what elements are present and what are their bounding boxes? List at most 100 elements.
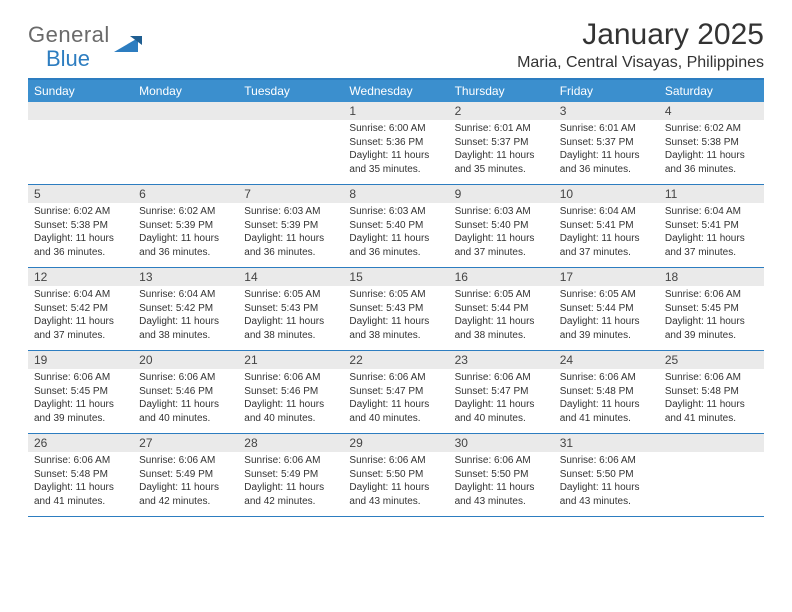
day-number bbox=[238, 102, 343, 120]
day-details: Sunrise: 6:06 AMSunset: 5:49 PMDaylight:… bbox=[238, 452, 343, 512]
day-detail-line: Daylight: 11 hours and 39 minutes. bbox=[560, 315, 653, 342]
day-number: 30 bbox=[449, 434, 554, 452]
day-detail-line: Sunset: 5:41 PM bbox=[560, 219, 653, 233]
calendar-day bbox=[133, 102, 238, 184]
page-title: January 2025 bbox=[517, 18, 764, 52]
calendar-day: 24Sunrise: 6:06 AMSunset: 5:48 PMDayligh… bbox=[554, 351, 659, 433]
day-number: 15 bbox=[343, 268, 448, 286]
calendar-day: 14Sunrise: 6:05 AMSunset: 5:43 PMDayligh… bbox=[238, 268, 343, 350]
day-details: Sunrise: 6:02 AMSunset: 5:38 PMDaylight:… bbox=[659, 120, 764, 180]
day-details: Sunrise: 6:01 AMSunset: 5:37 PMDaylight:… bbox=[449, 120, 554, 180]
day-number: 11 bbox=[659, 185, 764, 203]
day-number: 19 bbox=[28, 351, 133, 369]
calendar-weeks: 1Sunrise: 6:00 AMSunset: 5:36 PMDaylight… bbox=[28, 102, 764, 517]
weekday-header: Tuesday bbox=[238, 80, 343, 102]
day-details: Sunrise: 6:06 AMSunset: 5:46 PMDaylight:… bbox=[133, 369, 238, 429]
day-detail-line: Sunset: 5:48 PM bbox=[665, 385, 758, 399]
day-number: 20 bbox=[133, 351, 238, 369]
day-number: 8 bbox=[343, 185, 448, 203]
day-details: Sunrise: 6:04 AMSunset: 5:41 PMDaylight:… bbox=[554, 203, 659, 263]
day-detail-line: Sunset: 5:40 PM bbox=[349, 219, 442, 233]
day-detail-line: Daylight: 11 hours and 40 minutes. bbox=[349, 398, 442, 425]
day-detail-line: Daylight: 11 hours and 38 minutes. bbox=[455, 315, 548, 342]
day-details: Sunrise: 6:04 AMSunset: 5:42 PMDaylight:… bbox=[133, 286, 238, 346]
day-details bbox=[659, 452, 764, 458]
day-details: Sunrise: 6:05 AMSunset: 5:44 PMDaylight:… bbox=[449, 286, 554, 346]
day-detail-line: Sunset: 5:50 PM bbox=[455, 468, 548, 482]
calendar-day: 10Sunrise: 6:04 AMSunset: 5:41 PMDayligh… bbox=[554, 185, 659, 267]
logo-triangle-icon bbox=[114, 36, 142, 52]
calendar-day bbox=[238, 102, 343, 184]
day-detail-line: Sunset: 5:38 PM bbox=[665, 136, 758, 150]
day-details: Sunrise: 6:04 AMSunset: 5:42 PMDaylight:… bbox=[28, 286, 133, 346]
calendar-grid: SundayMondayTuesdayWednesdayThursdayFrid… bbox=[28, 78, 764, 517]
day-detail-line: Daylight: 11 hours and 36 minutes. bbox=[139, 232, 232, 259]
calendar-day: 31Sunrise: 6:06 AMSunset: 5:50 PMDayligh… bbox=[554, 434, 659, 516]
day-detail-line: Sunrise: 6:00 AM bbox=[349, 122, 442, 136]
day-details: Sunrise: 6:06 AMSunset: 5:48 PMDaylight:… bbox=[659, 369, 764, 429]
day-detail-line: Sunrise: 6:01 AM bbox=[560, 122, 653, 136]
day-details: Sunrise: 6:00 AMSunset: 5:36 PMDaylight:… bbox=[343, 120, 448, 180]
calendar-day: 3Sunrise: 6:01 AMSunset: 5:37 PMDaylight… bbox=[554, 102, 659, 184]
day-number: 29 bbox=[343, 434, 448, 452]
day-detail-line: Daylight: 11 hours and 35 minutes. bbox=[455, 149, 548, 176]
day-number: 13 bbox=[133, 268, 238, 286]
day-details: Sunrise: 6:03 AMSunset: 5:39 PMDaylight:… bbox=[238, 203, 343, 263]
day-detail-line: Sunset: 5:39 PM bbox=[244, 219, 337, 233]
day-detail-line: Sunset: 5:50 PM bbox=[560, 468, 653, 482]
day-number: 6 bbox=[133, 185, 238, 203]
day-detail-line: Sunrise: 6:06 AM bbox=[560, 371, 653, 385]
day-detail-line: Sunrise: 6:03 AM bbox=[244, 205, 337, 219]
day-detail-line: Sunrise: 6:04 AM bbox=[139, 288, 232, 302]
day-number: 9 bbox=[449, 185, 554, 203]
day-number: 4 bbox=[659, 102, 764, 120]
day-detail-line: Sunrise: 6:06 AM bbox=[665, 288, 758, 302]
calendar-day: 7Sunrise: 6:03 AMSunset: 5:39 PMDaylight… bbox=[238, 185, 343, 267]
day-number: 21 bbox=[238, 351, 343, 369]
day-number: 28 bbox=[238, 434, 343, 452]
day-detail-line: Daylight: 11 hours and 37 minutes. bbox=[560, 232, 653, 259]
day-number: 24 bbox=[554, 351, 659, 369]
day-detail-line: Daylight: 11 hours and 37 minutes. bbox=[455, 232, 548, 259]
day-detail-line: Sunset: 5:38 PM bbox=[34, 219, 127, 233]
day-details bbox=[28, 120, 133, 126]
day-detail-line: Sunset: 5:37 PM bbox=[455, 136, 548, 150]
day-number: 1 bbox=[343, 102, 448, 120]
calendar-day: 8Sunrise: 6:03 AMSunset: 5:40 PMDaylight… bbox=[343, 185, 448, 267]
day-detail-line: Sunrise: 6:06 AM bbox=[244, 454, 337, 468]
calendar-day: 25Sunrise: 6:06 AMSunset: 5:48 PMDayligh… bbox=[659, 351, 764, 433]
day-number: 31 bbox=[554, 434, 659, 452]
title-block: January 2025 Maria, Central Visayas, Phi… bbox=[517, 18, 764, 72]
day-detail-line: Daylight: 11 hours and 40 minutes. bbox=[139, 398, 232, 425]
day-detail-line: Daylight: 11 hours and 39 minutes. bbox=[34, 398, 127, 425]
logo-text-block: General Blue bbox=[28, 22, 110, 72]
day-detail-line: Sunset: 5:40 PM bbox=[455, 219, 548, 233]
calendar-day: 13Sunrise: 6:04 AMSunset: 5:42 PMDayligh… bbox=[133, 268, 238, 350]
day-number bbox=[133, 102, 238, 120]
calendar-day: 11Sunrise: 6:04 AMSunset: 5:41 PMDayligh… bbox=[659, 185, 764, 267]
day-detail-line: Daylight: 11 hours and 36 minutes. bbox=[665, 149, 758, 176]
day-number: 7 bbox=[238, 185, 343, 203]
day-detail-line: Daylight: 11 hours and 42 minutes. bbox=[244, 481, 337, 508]
day-detail-line: Daylight: 11 hours and 38 minutes. bbox=[139, 315, 232, 342]
day-detail-line: Sunset: 5:50 PM bbox=[349, 468, 442, 482]
weekday-header: Thursday bbox=[449, 80, 554, 102]
calendar-day: 26Sunrise: 6:06 AMSunset: 5:48 PMDayligh… bbox=[28, 434, 133, 516]
weekday-header: Friday bbox=[554, 80, 659, 102]
calendar-page: General Blue January 2025 Maria, Central… bbox=[0, 0, 792, 517]
day-detail-line: Daylight: 11 hours and 38 minutes. bbox=[244, 315, 337, 342]
day-detail-line: Sunrise: 6:05 AM bbox=[455, 288, 548, 302]
day-detail-line: Sunset: 5:42 PM bbox=[139, 302, 232, 316]
day-detail-line: Daylight: 11 hours and 37 minutes. bbox=[665, 232, 758, 259]
calendar-day: 18Sunrise: 6:06 AMSunset: 5:45 PMDayligh… bbox=[659, 268, 764, 350]
day-number: 23 bbox=[449, 351, 554, 369]
day-detail-line: Daylight: 11 hours and 40 minutes. bbox=[455, 398, 548, 425]
calendar-day: 5Sunrise: 6:02 AMSunset: 5:38 PMDaylight… bbox=[28, 185, 133, 267]
day-detail-line: Sunrise: 6:06 AM bbox=[455, 454, 548, 468]
day-detail-line: Daylight: 11 hours and 38 minutes. bbox=[349, 315, 442, 342]
day-detail-line: Sunrise: 6:06 AM bbox=[139, 371, 232, 385]
calendar-day: 20Sunrise: 6:06 AMSunset: 5:46 PMDayligh… bbox=[133, 351, 238, 433]
day-detail-line: Daylight: 11 hours and 36 minutes. bbox=[560, 149, 653, 176]
day-number: 12 bbox=[28, 268, 133, 286]
day-detail-line: Daylight: 11 hours and 36 minutes. bbox=[244, 232, 337, 259]
